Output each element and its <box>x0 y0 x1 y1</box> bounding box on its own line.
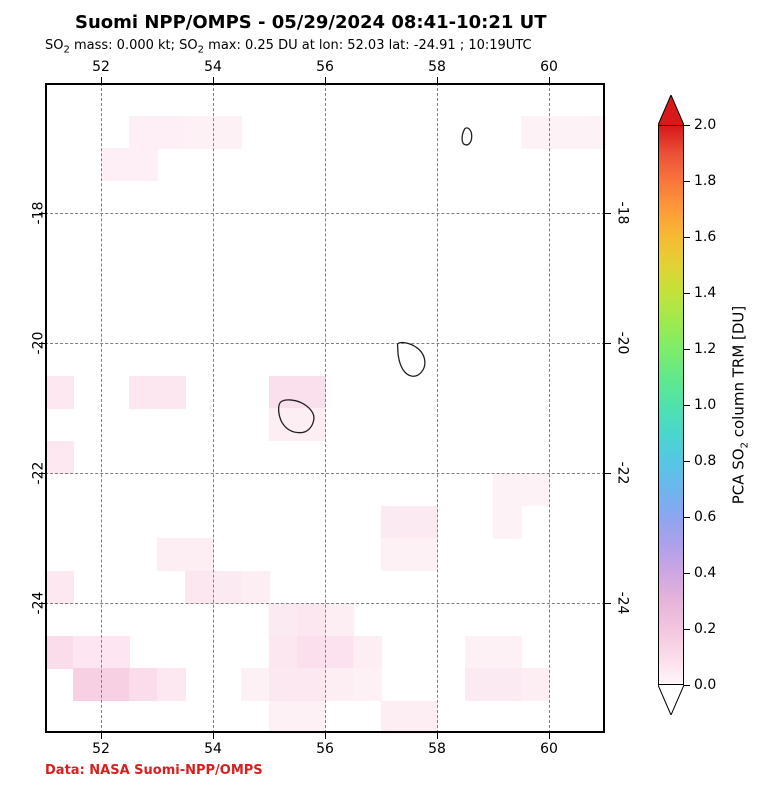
x-tick-label-top: 56 <box>316 59 334 75</box>
colorbar-tick-label: 1.2 <box>694 341 716 357</box>
colorbar-tick-label: 1.0 <box>694 397 716 413</box>
colorbar-tick-label: 0.2 <box>694 621 716 637</box>
cbar-label-seg: PCA SO <box>730 448 748 504</box>
tick-right <box>605 603 611 604</box>
colorbar-tick <box>684 517 690 518</box>
colorbar-tick <box>684 573 690 574</box>
colorbar-tick <box>684 181 690 182</box>
colorbar-tick <box>684 405 690 406</box>
colorbar-tick-label: 1.8 <box>694 173 716 189</box>
colorbar-tick <box>684 629 690 630</box>
colorbar-tick-label: 0.8 <box>694 453 716 469</box>
cbar-label-sub: 2 <box>740 442 751 448</box>
tick-bottom <box>437 733 438 739</box>
y-tick-label-right: -22 <box>614 462 630 485</box>
y-tick-label-left: -22 <box>30 462 46 485</box>
colorbar-tick-label: 0.6 <box>694 509 716 525</box>
island-layer <box>45 83 605 733</box>
tick-bottom <box>213 733 214 739</box>
subtitle-seg: max: 0.25 DU at lon: 52.03 lat: -24.91 ;… <box>204 38 532 53</box>
y-tick-label-left: -18 <box>30 202 46 225</box>
colorbar-tick <box>684 293 690 294</box>
data-credit: Data: NASA Suomi-NPP/OMPS <box>45 763 263 778</box>
x-tick-label-top: 52 <box>92 59 110 75</box>
y-tick-label-left: -20 <box>30 332 46 355</box>
x-tick-label-bottom: 56 <box>316 741 334 757</box>
tick-right <box>605 343 611 344</box>
subtitle-seg: SO <box>45 38 63 53</box>
island-rodrigues <box>462 128 472 145</box>
chart-title: Suomi NPP/OMPS - 05/29/2024 08:41-10:21 … <box>75 12 547 33</box>
colorbar-tick <box>684 237 690 238</box>
colorbar: 0.00.20.40.60.81.01.21.41.61.82.0 <box>658 125 684 685</box>
island-reunion <box>279 400 314 433</box>
colorbar-tick-label: 0.4 <box>694 565 716 581</box>
x-tick-label-top: 60 <box>540 59 558 75</box>
tick-bottom <box>325 733 326 739</box>
subtitle-seg: mass: 0.000 kt; SO <box>70 38 198 53</box>
x-tick-label-bottom: 54 <box>204 741 222 757</box>
colorbar-axis-label: PCA SO2 column TRM [DU] <box>730 306 751 505</box>
y-tick-label-right: -20 <box>614 332 630 355</box>
tick-bottom <box>549 733 550 739</box>
y-tick-label-right: -18 <box>614 202 630 225</box>
tick-bottom <box>101 733 102 739</box>
chart-subtitle: SO2 mass: 0.000 kt; SO2 max: 0.25 DU at … <box>45 38 532 56</box>
x-tick-label-bottom: 60 <box>540 741 558 757</box>
colorbar-tick-label: 0.0 <box>694 677 716 693</box>
tick-right <box>605 473 611 474</box>
x-tick-label-bottom: 52 <box>92 741 110 757</box>
colorbar-outline <box>658 95 684 715</box>
y-tick-label-right: -24 <box>614 592 630 615</box>
map-plot <box>45 83 605 733</box>
cbar-label-seg: column TRM [DU] <box>730 306 748 442</box>
colorbar-tick-label: 2.0 <box>694 117 716 133</box>
colorbar-tick <box>684 461 690 462</box>
colorbar-tick-label: 1.6 <box>694 229 716 245</box>
island-mauritius <box>398 343 425 377</box>
colorbar-tick <box>684 125 690 126</box>
tick-right <box>605 213 611 214</box>
y-tick-label-left: -24 <box>30 592 46 615</box>
colorbar-tick <box>684 349 690 350</box>
x-tick-label-top: 58 <box>428 59 446 75</box>
x-tick-label-top: 54 <box>204 59 222 75</box>
colorbar-tick <box>684 685 690 686</box>
colorbar-tick-label: 1.4 <box>694 285 716 301</box>
x-tick-label-bottom: 58 <box>428 741 446 757</box>
